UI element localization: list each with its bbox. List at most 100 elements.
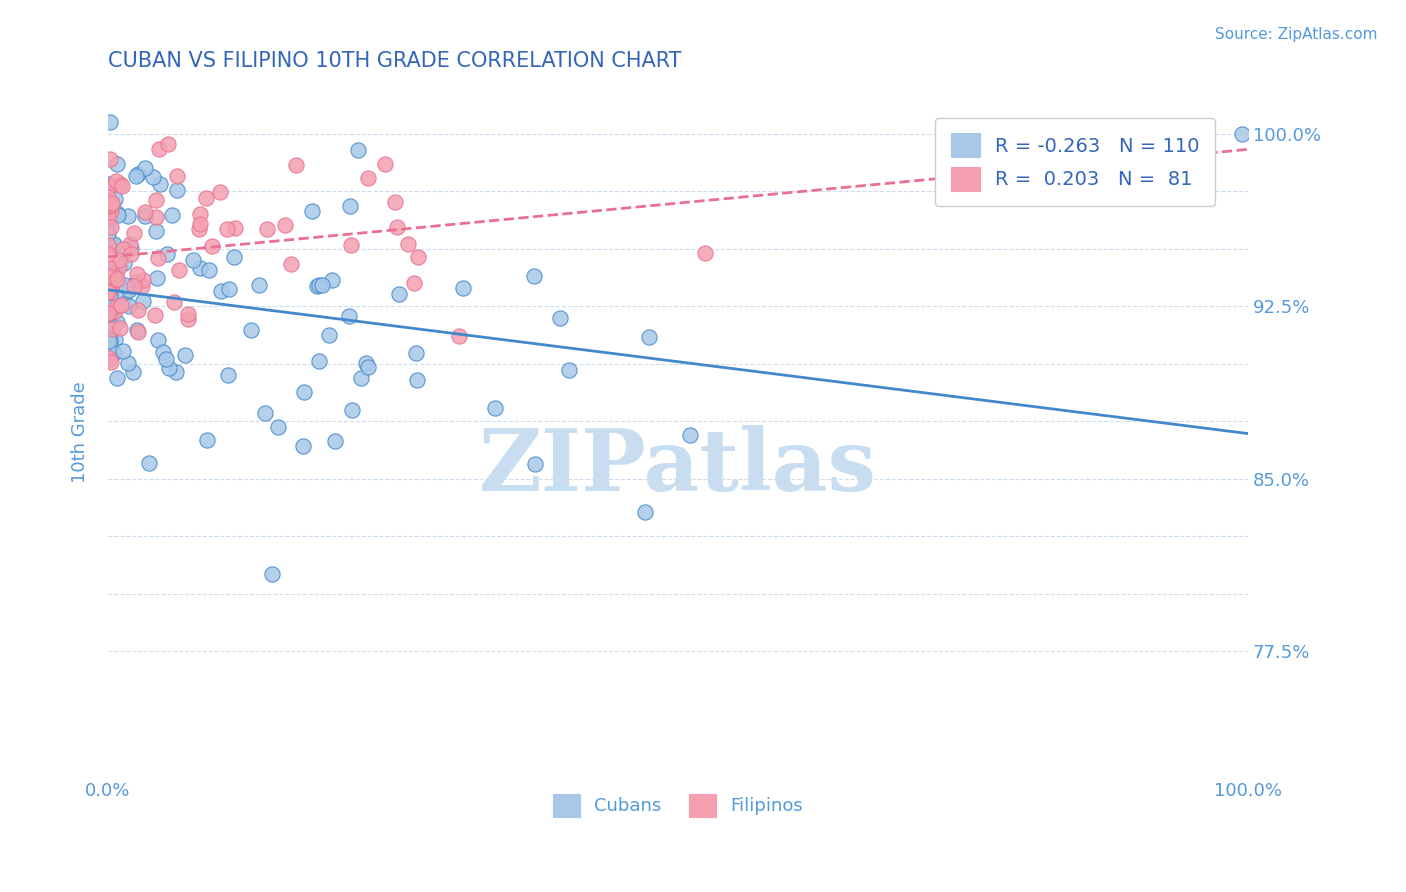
Point	[188, 261, 211, 276]
Point	[188, 207, 211, 221]
Point	[188, 217, 211, 231]
Point	[101, 276, 124, 290]
Point	[285, 158, 308, 172]
Point	[125, 169, 148, 183]
Point	[107, 260, 129, 274]
Point	[523, 269, 546, 284]
Point	[195, 191, 218, 205]
Point	[127, 303, 149, 318]
Point	[131, 279, 153, 293]
Point	[325, 434, 347, 448]
Point	[132, 273, 155, 287]
Point	[103, 236, 125, 251]
Point	[98, 288, 121, 302]
Point	[388, 287, 411, 301]
Point	[165, 365, 187, 379]
Point	[98, 196, 121, 211]
Point	[101, 321, 124, 335]
Point	[97, 335, 120, 350]
Point	[127, 326, 149, 340]
Point	[105, 157, 128, 171]
Point	[693, 246, 716, 260]
Point	[97, 285, 120, 299]
Point	[637, 330, 659, 344]
Point	[145, 194, 167, 208]
Point	[217, 221, 239, 235]
Point	[134, 209, 156, 223]
Point	[101, 342, 124, 356]
Point	[104, 268, 127, 282]
Point	[127, 323, 149, 337]
Point	[308, 354, 330, 368]
Point	[484, 401, 506, 415]
Point	[105, 205, 128, 219]
Point	[97, 306, 120, 320]
Point	[260, 566, 283, 581]
Point	[145, 210, 167, 224]
Point	[108, 321, 131, 335]
Point	[101, 301, 124, 315]
Point	[103, 238, 125, 252]
Point	[120, 247, 142, 261]
Point	[148, 142, 170, 156]
Point	[97, 210, 120, 224]
Point	[97, 264, 120, 278]
Point	[256, 221, 278, 235]
Point	[117, 355, 139, 369]
Point	[98, 281, 121, 295]
Point	[396, 236, 419, 251]
Point	[100, 204, 122, 219]
Point	[97, 268, 120, 283]
Point	[98, 334, 121, 349]
Point	[354, 356, 377, 370]
Point	[291, 440, 314, 454]
Point	[274, 219, 297, 233]
Point	[160, 208, 183, 222]
Point	[101, 195, 124, 210]
Point	[122, 227, 145, 241]
Point	[98, 211, 121, 225]
Point	[208, 186, 231, 200]
Point	[146, 271, 169, 285]
Point	[156, 247, 179, 261]
Point	[240, 322, 263, 336]
Point	[97, 276, 120, 290]
Point	[405, 345, 427, 359]
Point	[209, 285, 232, 299]
Point	[308, 278, 330, 293]
Point	[134, 204, 156, 219]
Point	[111, 242, 134, 256]
Point	[98, 273, 121, 287]
Point	[121, 279, 143, 293]
Point	[117, 209, 139, 223]
Point	[97, 351, 120, 365]
Point	[104, 304, 127, 318]
Point	[167, 262, 190, 277]
Point	[195, 433, 218, 447]
Point	[224, 221, 246, 235]
Point	[142, 170, 165, 185]
Point	[98, 333, 121, 347]
Point	[97, 319, 120, 334]
Point	[100, 316, 122, 330]
Point	[201, 239, 224, 253]
Point	[222, 250, 245, 264]
Point	[157, 361, 180, 376]
Point	[97, 226, 120, 240]
Point	[111, 297, 134, 311]
Point	[97, 190, 120, 204]
Point	[103, 345, 125, 359]
Point	[143, 308, 166, 322]
Point	[301, 204, 323, 219]
Point	[152, 344, 174, 359]
Point	[97, 260, 120, 275]
Point	[181, 253, 204, 268]
Point	[134, 161, 156, 175]
Point	[280, 257, 302, 271]
Point	[105, 173, 128, 187]
Point	[122, 366, 145, 380]
Point	[98, 307, 121, 321]
Point	[679, 428, 702, 442]
Point	[1230, 127, 1253, 141]
Point	[357, 171, 380, 186]
